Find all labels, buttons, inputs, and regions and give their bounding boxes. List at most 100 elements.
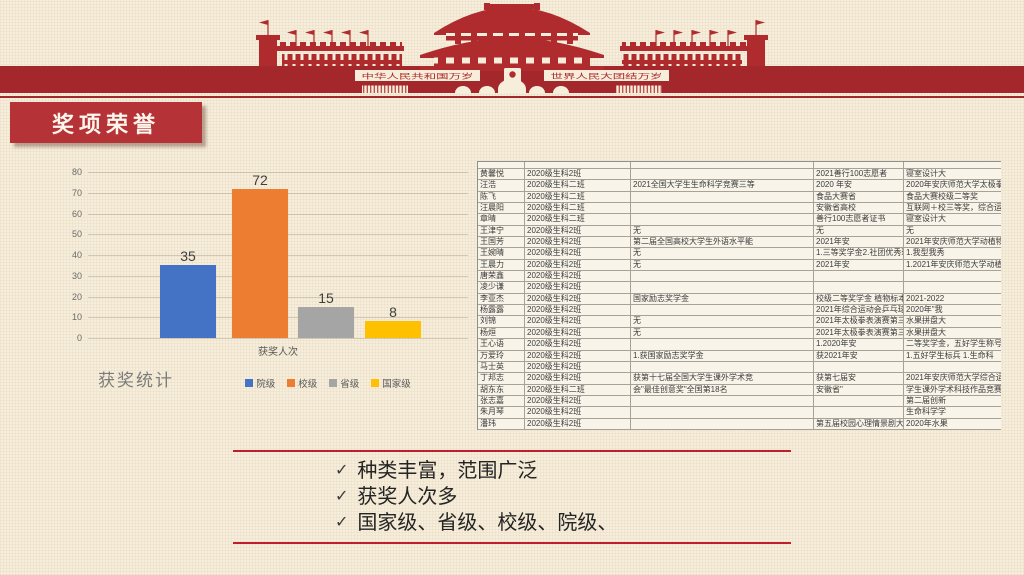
table-cell: 王津宁 [478,225,525,237]
table-row: 汪浩 2020级生科二班 2021全国大学生生命科学竞赛三等 2020 年安 2020年… [478,180,1001,192]
table-row: 王国芳 2020级生科2班 第二届全国高校大学生外语水平能 2021年安 2021年安庆… [478,237,1001,249]
legend-item-校级: 校级 [287,376,317,390]
gate-left-wing [256,20,404,66]
table-cell: 2021年太极拳表演赛第三名 [814,327,904,339]
bullet-list: ✓ 种类丰富，范围广泛 ✓ 获奖人次多 ✓ 国家级、省级、校级、院级、 [335,458,791,536]
table-cell [814,361,904,373]
table-cell: 2020级生科2班 [525,316,631,327]
table-cell: 2021年安 [814,237,904,248]
table-cell: 1.五好学生标兵 1.生命科 [906,350,994,360]
table-cell: 会"最佳创意奖"全国第18名 [631,384,814,395]
tiananmen-gate-illustration: 中华人民共和国万岁 世界人民大团结万岁 [256,3,768,93]
table-cell: 王晨力 [478,259,525,271]
table-cell: 唐荣鑫 [478,271,525,282]
table-cell: 凌少谦 [478,282,525,293]
table-cell: 马士英 [478,361,525,373]
table-cell: 万爱玲 [478,350,525,361]
table-cell: 无 [631,248,814,259]
table-cell: 2021全国大学生生命科学竞赛三等 [631,180,814,191]
table-cell [631,271,814,282]
table-row: 陈飞 2020级生科二班 食品大赛省 食品大赛校级二等奖 [478,191,1001,204]
table-row: 黄馨悦 2020级生科2班 2021善行100志愿者 寝室设计大 [478,169,1001,181]
table-row: 刘锦2020级生科2班无2021年太极拳表演赛第三名水果拼盘大 [478,316,1001,328]
table-cell: 章晴 [478,214,525,225]
table-cell: 水果拼盘大 [906,316,946,326]
table-cell [904,162,1001,168]
table-cell: 无 [631,225,814,237]
table-cell: 获第七届安 [814,373,904,384]
right-plaque-text: 世界人民大团结万岁 [551,72,663,81]
bar-value-label: 15 [318,289,334,306]
table-cell: 2020级生科2班 [525,225,631,237]
table-row: 马士英 2020级生科2班 [478,361,1001,374]
table-cell: 2020年安庆师范大学太极拳表演赛第六名，2021年 [906,180,1001,190]
table-cell: 杨露露 [478,305,525,316]
bullet-item: ✓ 种类丰富，范围广泛 [335,458,791,484]
table-cell: 二等奖学金，五好学生称号 [906,339,1001,349]
table-cell: 水果拼盘大 [906,327,946,337]
legend-swatch [329,379,338,387]
table-cell: 2020级生科2班 [525,248,631,259]
table-cell: 2020级生科2班 [525,259,631,271]
table-cell: 朱月琴 [478,407,525,418]
table-cell: 2020级生科2班 [525,361,631,373]
legend-label: 省级 [340,379,360,390]
table-cell: 校级二等奖学金 植物标本大赛二等奖， [814,293,904,305]
table-cell: 胡东东 [478,384,525,395]
legend-label: 院级 [256,379,276,390]
table-cell [631,418,814,429]
table-row: 王心语 2020级生科2班 1.2020年安 二等奖学金，五好学生称号 [478,339,1001,351]
table-cell [631,361,814,373]
table-cell: 第二届创新 [906,395,946,405]
table-cell: 无 [814,225,904,237]
check-icon: ✓ [335,462,349,479]
bullet-item: ✓ 国家级、省级、校级、院级、 [335,510,791,536]
table-cell [631,339,814,350]
table-cell: 丁邦志 [478,373,525,384]
table-cell [814,395,904,407]
table-cell: 2021年安庆师范大学综合运动会足球联赛第七名 三 [906,373,1001,383]
y-axis-tick: 80 [71,167,82,177]
table-cell: 2020级生科2班 [525,418,631,429]
table-cell: 无 [631,327,814,339]
table-row: 王婉晴2020级生科2班无1.三等奖学金2.社团优秀理事3.优秀共青团1.我型我… [478,248,1001,260]
table-cell [814,407,904,418]
bar-省级 [298,306,354,338]
gate-right-wing [620,20,768,66]
table-cell [631,191,814,203]
bar-院级 [160,265,216,338]
bullet-text: 获奖人次多 [357,486,458,508]
table-cell: 汪浩 [478,180,525,191]
y-axis-tick: 30 [71,270,82,281]
table-row: 唐荣鑫 2020级生科2班 [478,271,1001,283]
table-cell [814,162,904,168]
table-cell: 第五届校园心理情景剧大赛荣获优秀奖. [816,418,904,429]
bar-value-label: 35 [180,248,196,265]
table-cell: 2021年综合运动会乒乓球团体第八名，大 [814,305,904,316]
table-cell: 第二届全国高校大学生外语水平能 [631,237,814,248]
table-cell: 安徽省" [814,384,904,395]
table-cell: 食品大赛校级二等奖 [906,191,978,201]
table-row: 朱月琴 2020级生科2班 生命科学学 [478,407,1001,419]
gridline [88,338,468,339]
table-row: 章晴 2020级生科二班 善行100志愿者证书 寝室设计大 [478,214,1001,226]
table-cell: 2021善行100志愿者 [814,169,904,180]
table-cell: 1.我型我秀 [906,248,945,258]
table-cell [525,162,631,168]
x-axis-label: 获奖人次 [258,347,298,358]
table-cell: 2020级生科2班 [525,293,631,305]
table-cell [478,162,525,168]
table-cell: 2021年太极拳表演赛第三名 [814,316,904,327]
table-cell: 张志嘉 [478,395,525,407]
y-axis-tick: 10 [71,312,82,323]
legend-label: 国家级 [382,379,411,390]
table-cell: 无 [631,316,814,327]
bar-value-label: 8 [389,304,397,321]
bar-国家级 [365,321,421,338]
bar-value-label: 72 [252,171,268,188]
table-cell: 2020级生科二班 [525,384,631,395]
table-row: 丁邦志 2020级生科2班 获第十七届全国大学生课外学术竞 获第七届安 2021年安庆师… [478,373,1001,385]
